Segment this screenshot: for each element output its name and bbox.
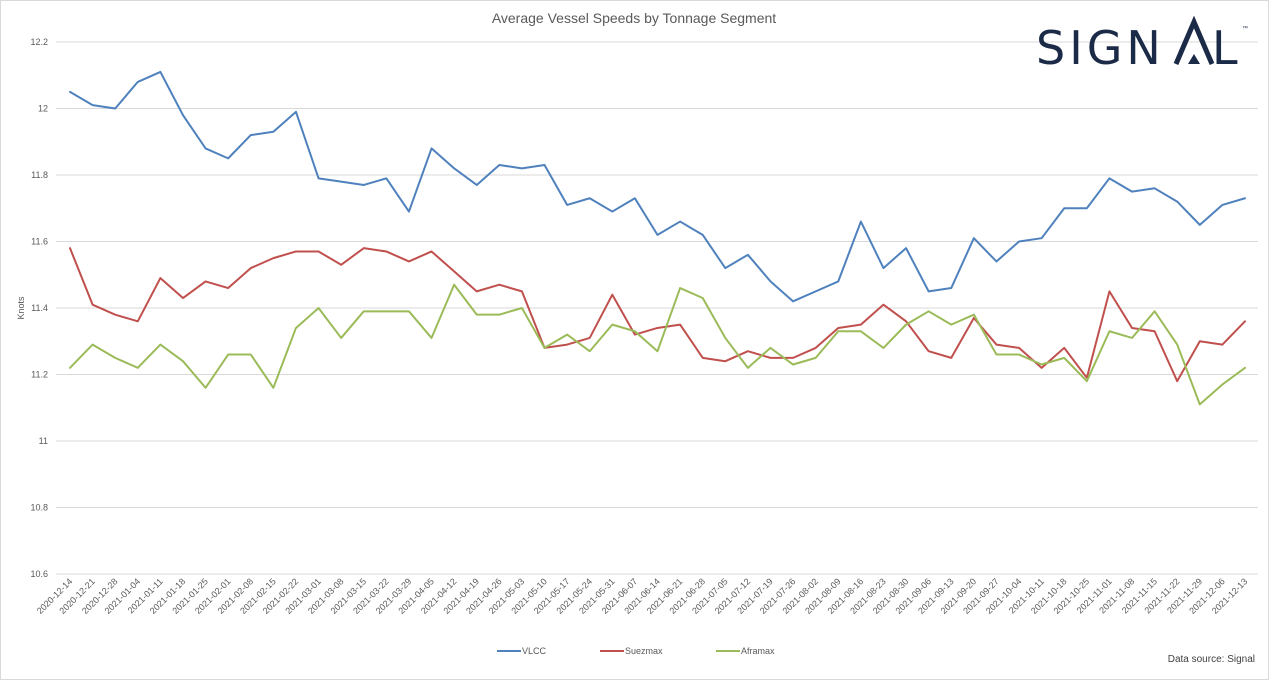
series-lines: [69, 70, 1246, 406]
y-tick-label: 11.8: [31, 170, 48, 180]
legend-label: VLCC: [522, 646, 547, 656]
logo-text: SIGN: [1036, 21, 1165, 75]
legend-label: Suezmax: [625, 646, 663, 656]
logo-tail-text: L: [1212, 21, 1242, 75]
y-tick-labels: 10.6 10.8 11 11.2 11.4 11.6 11.8 12 12.2: [30, 37, 48, 579]
y-tick-label: 12: [38, 104, 48, 114]
y-tick-label: 11: [39, 436, 48, 446]
logo-notch-icon: [1188, 54, 1200, 64]
y-tick-label: 12.2: [30, 37, 48, 47]
logo-trademark: ™: [1242, 25, 1248, 32]
x-tick-labels: 2020-12-142020-12-212020-12-282021-01-04…: [35, 576, 1250, 616]
gridlines: [56, 41, 1258, 575]
y-tick-label: 10.6: [30, 569, 48, 579]
y-axis-label: Knots: [16, 296, 26, 320]
source-note: Data source: Signal: [1168, 654, 1255, 665]
logo-triangle-icon: [1173, 15, 1215, 65]
series-line-suezmax: [69, 247, 1246, 383]
y-tick-label: 11.2: [31, 370, 48, 380]
chart-title: Average Vessel Speeds by Tonnage Segment: [492, 10, 776, 26]
legend-label: Aframax: [741, 646, 775, 656]
signal-logo: SIGN L ™: [1036, 15, 1248, 75]
legend: VLCC Suezmax Aframax: [497, 646, 775, 656]
series-line-aframax: [69, 283, 1246, 406]
y-tick-label: 11.4: [31, 303, 48, 313]
y-tick-label: 11.6: [31, 237, 48, 247]
series-line-vlcc: [69, 70, 1246, 303]
y-tick-label: 10.8: [30, 503, 48, 513]
